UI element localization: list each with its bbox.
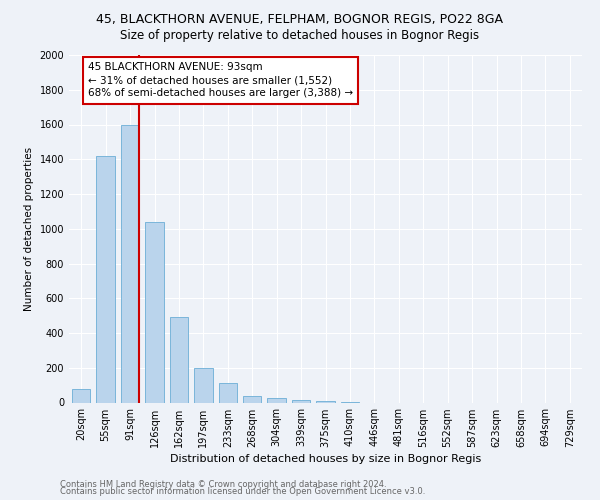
Bar xyxy=(170,318,188,402)
Text: 45 BLACKTHORN AVENUE: 93sqm
← 31% of detached houses are smaller (1,552)
68% of : 45 BLACKTHORN AVENUE: 93sqm ← 31% of det… xyxy=(88,62,353,98)
Bar xyxy=(97,156,115,402)
Bar xyxy=(268,398,286,402)
Text: Contains public sector information licensed under the Open Government Licence v3: Contains public sector information licen… xyxy=(60,488,425,496)
Text: Contains HM Land Registry data © Crown copyright and database right 2024.: Contains HM Land Registry data © Crown c… xyxy=(60,480,386,489)
Text: Size of property relative to detached houses in Bognor Regis: Size of property relative to detached ho… xyxy=(121,29,479,42)
Bar xyxy=(316,401,335,402)
X-axis label: Distribution of detached houses by size in Bognor Regis: Distribution of detached houses by size … xyxy=(170,454,481,464)
Bar xyxy=(218,384,237,402)
Bar xyxy=(72,388,91,402)
Bar xyxy=(194,368,212,402)
Text: 45, BLACKTHORN AVENUE, FELPHAM, BOGNOR REGIS, PO22 8GA: 45, BLACKTHORN AVENUE, FELPHAM, BOGNOR R… xyxy=(97,12,503,26)
Y-axis label: Number of detached properties: Number of detached properties xyxy=(24,146,34,311)
Bar xyxy=(121,124,139,402)
Bar xyxy=(292,400,310,402)
Bar xyxy=(243,396,262,402)
Bar xyxy=(145,222,164,402)
